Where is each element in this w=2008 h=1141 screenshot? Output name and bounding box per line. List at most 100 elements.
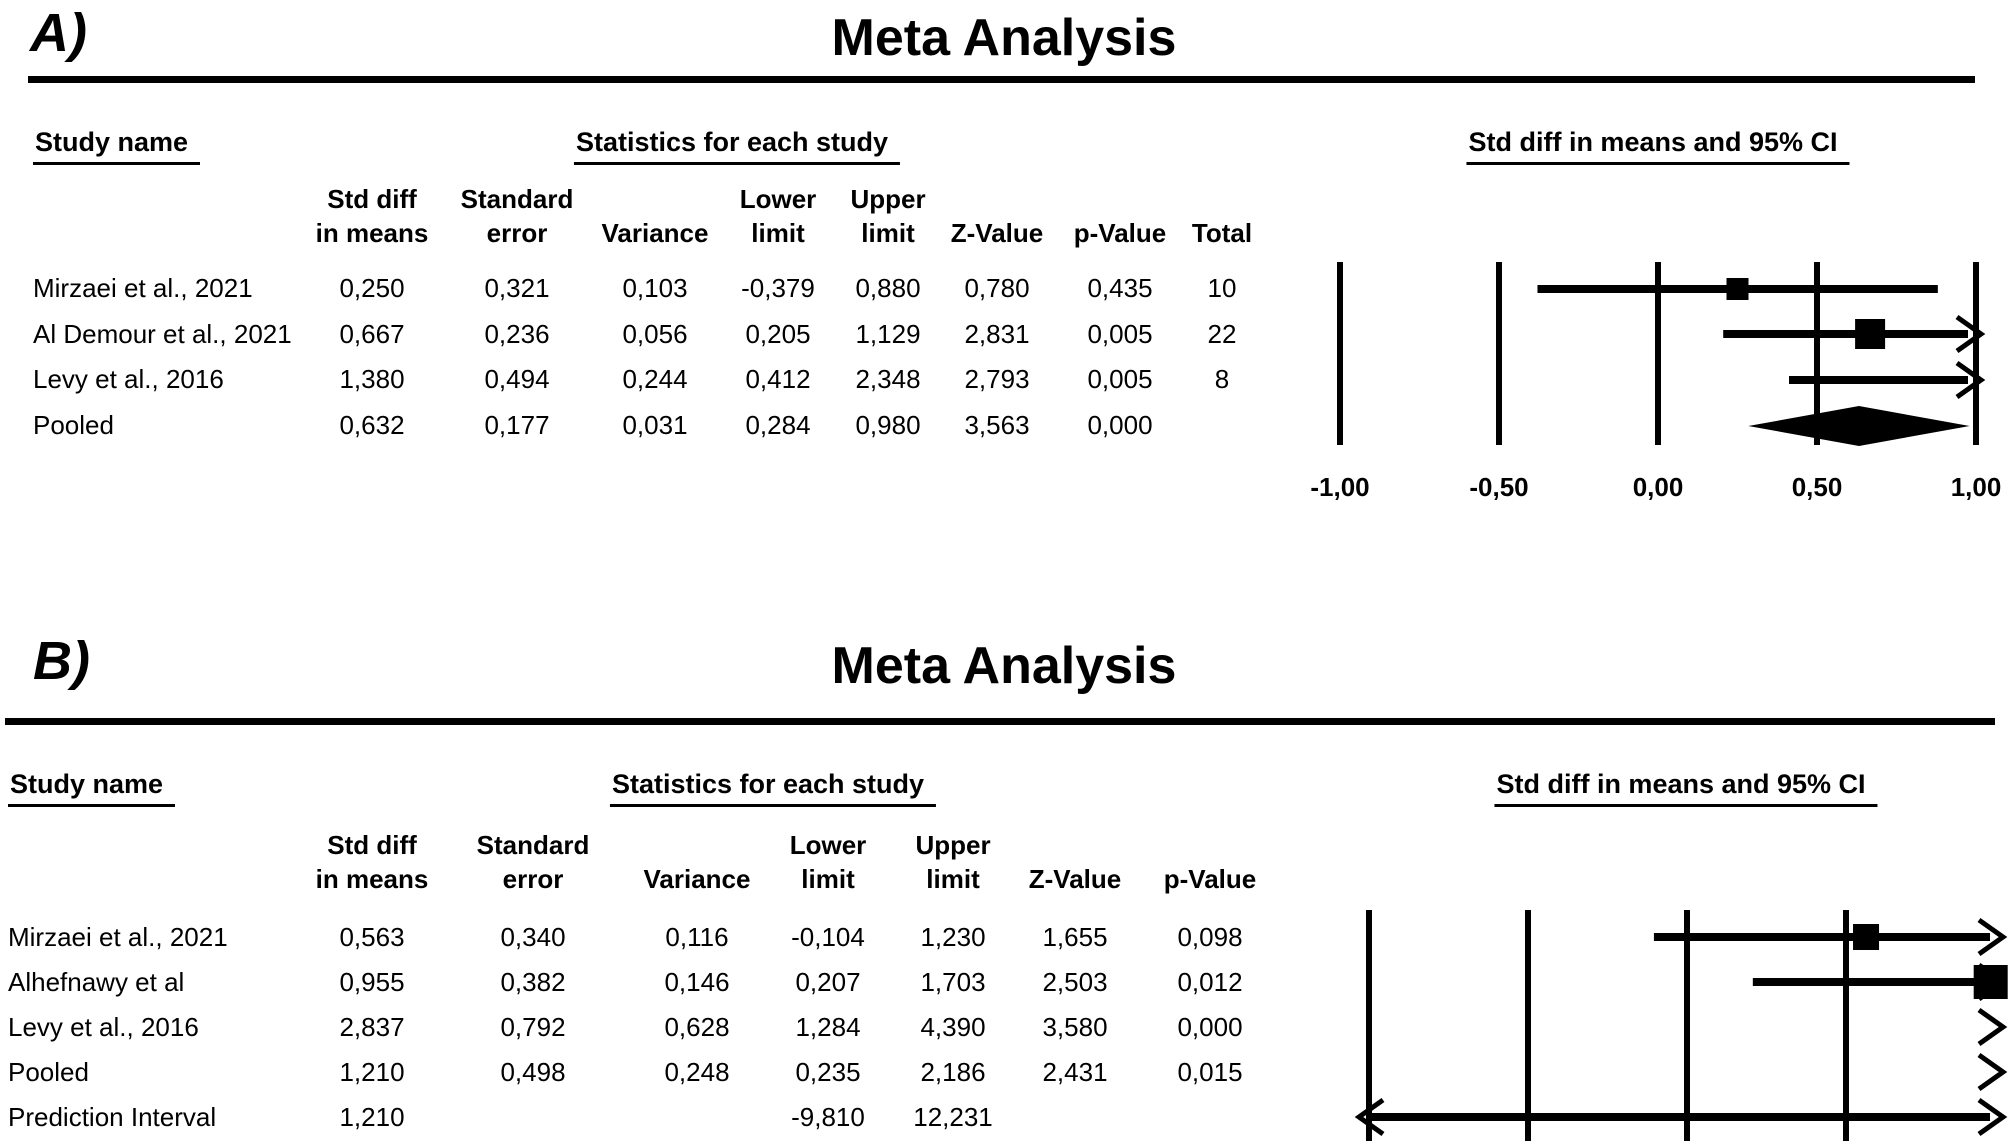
panel-b-statistics-text: Statistics for each study <box>609 770 937 808</box>
arrowhead-right-icon <box>1977 1052 2008 1092</box>
study-name-cell: Alhefnawy et al <box>8 967 185 997</box>
panel-b-ci-header: Std diff in means and 95% CI <box>1494 770 1878 808</box>
panel-b-statistics-header: Statistics for each study <box>609 770 937 808</box>
arrowhead-right-icon <box>1955 314 1986 354</box>
value-cell: 0,250 <box>339 273 405 303</box>
value-cell: 0,005 <box>1087 364 1153 394</box>
effect-square <box>1855 319 1886 349</box>
value-cell: 0,780 <box>964 273 1030 303</box>
value-cell: 0,321 <box>484 273 550 303</box>
value-cell: 1,655 <box>1042 922 1108 952</box>
column-header-line2: in means <box>315 864 429 894</box>
panel-a-header-rule <box>28 76 1975 83</box>
value-cell: 0,792 <box>500 1012 566 1042</box>
axis-tick-label: 1,00 <box>1950 472 2002 502</box>
axis-tick-label: 0,50 <box>1791 472 1843 502</box>
value-cell: 0,955 <box>339 967 405 997</box>
panel-a-title: Meta Analysis <box>831 9 1177 67</box>
value-cell: 1,703 <box>920 967 986 997</box>
column-header-line1: Std diff <box>327 830 417 860</box>
value-cell: 0,498 <box>500 1057 566 1087</box>
value-cell: 0,116 <box>665 922 729 952</box>
effect-square <box>1853 924 1880 950</box>
value-cell: 0,980 <box>855 410 921 440</box>
value-cell: 1,210 <box>339 1057 405 1087</box>
value-cell: 0,632 <box>339 410 405 440</box>
value-cell: 0,177 <box>484 410 550 440</box>
value-cell: 4,390 <box>920 1012 986 1042</box>
value-cell: 0,244 <box>622 364 688 394</box>
column-header-line1: Lower <box>789 830 867 860</box>
arrowhead-right-icon <box>1977 917 2008 957</box>
value-cell: 0,000 <box>1087 410 1153 440</box>
panel-b-title: Meta Analysis <box>831 637 1177 695</box>
study-name-cell: Mirzaei et al., 2021 <box>8 922 228 952</box>
value-cell: 0,146 <box>664 967 730 997</box>
value-cell: 2,348 <box>855 364 921 394</box>
value-cell: 2,793 <box>964 364 1030 394</box>
value-cell: 0,031 <box>622 410 688 440</box>
axis-tick-label: 0,00 <box>1632 472 1684 502</box>
value-cell: 0,284 <box>745 410 811 440</box>
panel-b-study-name-text: Study name <box>8 770 176 808</box>
panel-b-label: B) <box>33 631 90 691</box>
panel-a-ci-text: Std diff in means and 95% CI <box>1466 128 1850 166</box>
column-header-line1: Std diff <box>327 184 417 214</box>
value-cell: -9,810 <box>791 1102 865 1132</box>
panel-a-statistics-header: Statistics for each study <box>573 128 901 166</box>
value-cell: 0,435 <box>1087 273 1153 303</box>
pooled-diamond <box>1748 406 1970 446</box>
value-cell: 0,205 <box>745 319 811 349</box>
column-header-line1: Standard <box>460 184 574 214</box>
value-cell: 1,210 <box>339 1102 405 1132</box>
value-cell: 0,000 <box>1177 1012 1243 1042</box>
value-cell: 0,103 <box>622 273 688 303</box>
value-cell: 22 <box>1207 319 1237 349</box>
value-cell: 1,380 <box>339 364 405 394</box>
column-header-line2: p-Value <box>1073 218 1167 248</box>
panel-b-header-rule <box>5 718 1995 725</box>
study-name-cell: Levy et al., 2016 <box>8 1012 199 1042</box>
panel-b-study-name-header: Study name <box>8 770 176 808</box>
arrowhead-right-icon <box>1977 1007 2008 1047</box>
value-cell: 0,012 <box>1177 967 1243 997</box>
value-cell: 0,015 <box>1177 1057 1243 1087</box>
column-header-line2: limit <box>861 218 915 248</box>
value-cell: 3,580 <box>1042 1012 1108 1042</box>
value-cell: 12,231 <box>913 1102 993 1132</box>
value-cell: 1,129 <box>855 319 921 349</box>
column-header-line2: Variance <box>601 218 709 248</box>
value-cell: 0,494 <box>484 364 550 394</box>
column-header-line2: Total <box>1191 218 1253 248</box>
arrowhead-left-icon <box>1354 1097 1385 1137</box>
panel-a-statistics-text: Statistics for each study <box>573 128 901 166</box>
study-name-cell: Levy et al., 2016 <box>33 364 224 394</box>
arrowhead-right-icon <box>1977 1097 2008 1137</box>
study-name-cell: Pooled <box>8 1057 89 1087</box>
column-header-line1: Upper <box>850 184 926 214</box>
value-cell: 2,186 <box>920 1057 986 1087</box>
value-cell: 1,230 <box>920 922 986 952</box>
value-cell: -0,104 <box>791 922 865 952</box>
value-cell: 0,667 <box>339 319 405 349</box>
column-header-line2: Z-Value <box>950 218 1044 248</box>
column-header-line1: Upper <box>915 830 991 860</box>
value-cell: 0,005 <box>1087 319 1153 349</box>
value-cell: 0,412 <box>745 364 811 394</box>
value-cell: 10 <box>1207 273 1237 303</box>
value-cell: 0,248 <box>664 1057 730 1087</box>
axis-tick-label: -0,50 <box>1469 472 1529 502</box>
study-name-cell: Prediction Interval <box>8 1102 217 1132</box>
column-header-line1: Lower <box>739 184 817 214</box>
value-cell: 0,880 <box>855 273 921 303</box>
value-cell: 0,235 <box>795 1057 861 1087</box>
value-cell: 1,284 <box>795 1012 861 1042</box>
study-name-cell: Mirzaei et al., 2021 <box>33 273 253 303</box>
panel-a-study-name-header: Study name <box>33 128 201 166</box>
value-cell: 0,056 <box>622 319 688 349</box>
panel-a-study-name-text: Study name <box>33 128 201 166</box>
study-name-cell: Pooled <box>33 410 114 440</box>
value-cell: 2,503 <box>1042 967 1108 997</box>
